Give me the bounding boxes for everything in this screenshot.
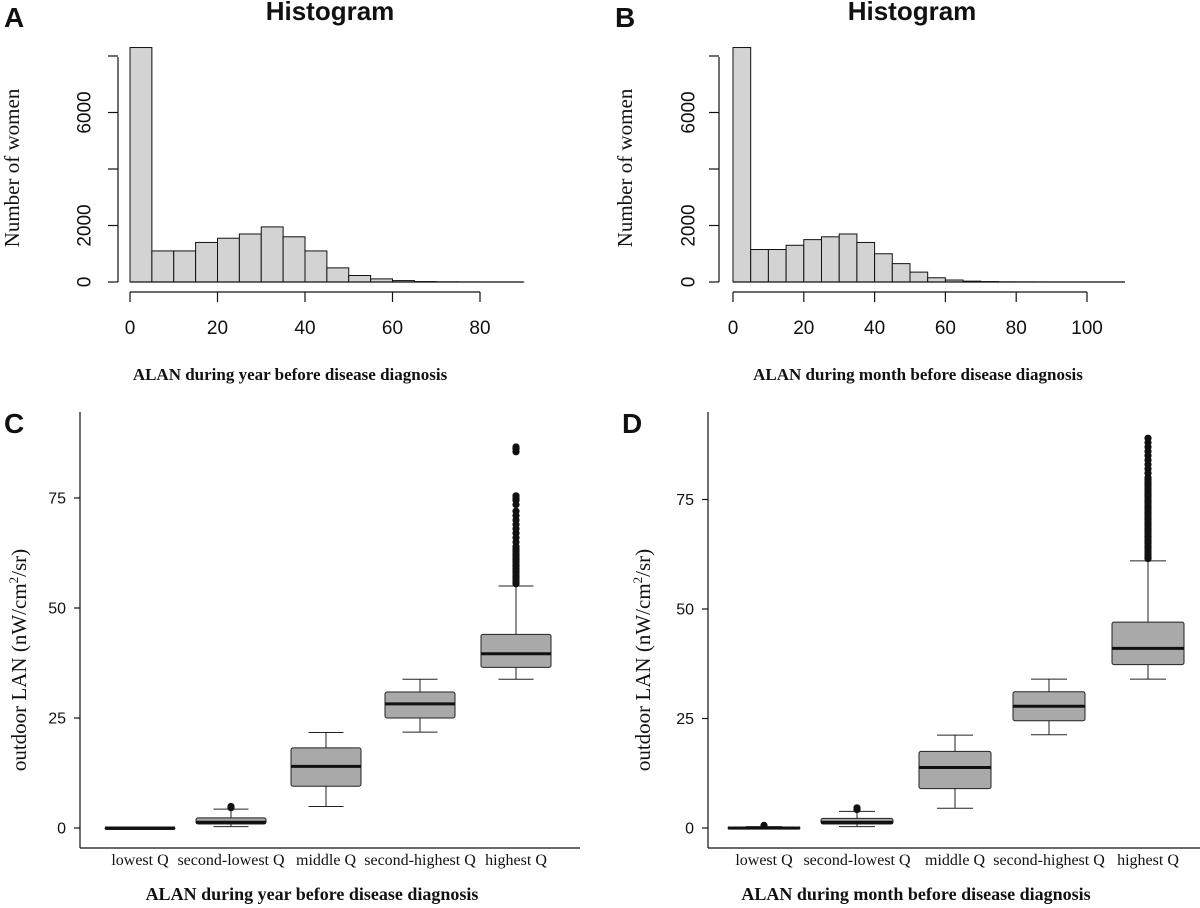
category-label: middle Q [296, 852, 356, 869]
outlier-point [853, 804, 861, 812]
category-label: second-lowest Q [177, 852, 285, 869]
x-tick-label: 20 [793, 318, 814, 339]
y-axis-label-d-main: outdoor LAN [631, 652, 655, 771]
histogram-bar [803, 239, 822, 283]
x-tick-label: 40 [864, 318, 885, 339]
panel-letter-a: A [4, 2, 24, 33]
category-label: highest Q [1117, 852, 1179, 869]
y-axis-label-d-units-end: /sr) [631, 549, 655, 577]
x-tick-label: 0 [125, 318, 136, 339]
category-label: middle Q [925, 852, 985, 869]
outlier-point [512, 443, 520, 451]
y-tick-label: 50 [48, 601, 66, 618]
y-tick-label: 0 [75, 277, 96, 288]
panel-letter-d: D [622, 408, 642, 439]
boxplot-panel-d: 0 25 50 75 lowest Q second-lowest Q middle Q se… [676, 412, 1200, 869]
histogram-bar [238, 233, 262, 283]
box-iqr [1111, 621, 1185, 666]
x-tick-label: 80 [469, 318, 490, 339]
histogram-bar [891, 263, 911, 283]
y-tick-label: 0 [685, 821, 694, 838]
histogram-title-b: Histogram [848, 0, 977, 26]
y-tick-label: 6000 [679, 91, 700, 133]
y-tick-label: 75 [48, 491, 66, 508]
y-axis-label-a: Number of women [0, 88, 24, 247]
histogram-bar [909, 271, 929, 283]
y-axis-label-c-units-end: /sr) [7, 549, 31, 577]
histogram-bar [304, 250, 328, 283]
histogram-bar [785, 244, 805, 283]
y-tick-label: 0 [57, 821, 66, 838]
histogram-bar [856, 241, 876, 283]
y-axis-label-c: outdoor LAN (nW/cm2/sr) [6, 549, 31, 771]
histogram-bar [874, 253, 893, 283]
x-axis-label-a: ALAN during year before disease diagnosi… [133, 365, 448, 384]
x-tick-label: 20 [207, 318, 228, 339]
histogram-bar [173, 250, 197, 283]
histogram-bar [821, 236, 840, 283]
x-tick-label: 80 [1006, 318, 1027, 339]
y-tick-label: 75 [676, 492, 694, 509]
y-axis-label-c-units: (nW/cm [7, 583, 31, 652]
category-label: second-highest Q [364, 852, 476, 869]
histogram-bar [750, 249, 769, 283]
outlier-point [227, 802, 235, 811]
y-axis-label-d-sup: 2 [630, 577, 645, 584]
x-axis-label-d: ALAN during month before disease diagnos… [741, 884, 1090, 904]
outlier-point [512, 507, 520, 515]
y-axis-label-c-main: outdoor LAN [7, 652, 31, 771]
category-label: second-lowest Q [803, 852, 911, 869]
histogram-bar [767, 249, 787, 283]
y-axis-label-b: Number of women [613, 88, 637, 247]
category-label: lowest Q [111, 852, 169, 869]
y-tick-label: 2000 [75, 204, 96, 246]
y-tick-label: 2000 [679, 204, 700, 246]
histogram-bar [260, 226, 284, 283]
histogram-bar [732, 47, 752, 283]
outlier-point [512, 492, 520, 500]
x-axis-label-c: ALAN during year before disease diagnosi… [146, 884, 479, 904]
category-label: second-highest Q [993, 852, 1105, 869]
x-tick-label: 60 [935, 318, 956, 339]
histogram-bar [217, 237, 240, 283]
y-tick-label: 25 [676, 711, 694, 728]
outlier-point [760, 821, 768, 829]
histogram-bar [195, 241, 218, 283]
category-label: lowest Q [735, 852, 793, 869]
histogram-title-a: Histogram [266, 0, 395, 26]
y-tick-label: 50 [676, 602, 694, 619]
box-iqr [480, 633, 552, 668]
y-tick-label: 0 [679, 277, 700, 288]
histogram-panel-b: 0 20 40 60 80 100 0 2000 6000 [679, 47, 1125, 339]
histogram-bar [348, 275, 372, 283]
histogram-bar [129, 47, 153, 283]
histogram-bar [927, 277, 946, 283]
y-tick-label: 25 [48, 711, 66, 728]
x-axis-label-b: ALAN during month before disease diagnos… [753, 365, 1083, 384]
x-tick-label: 0 [728, 318, 739, 339]
histogram-panel-a: 0 20 40 60 80 0 2000 6000 [75, 47, 525, 339]
histogram-bar [151, 250, 175, 283]
x-tick-label: 100 [1071, 318, 1103, 339]
outlier-point [1144, 434, 1152, 442]
x-tick-label: 40 [294, 318, 315, 339]
histogram-bar [326, 267, 350, 283]
y-tick-label: 6000 [75, 91, 96, 133]
y-axis-label-d-units: (nW/cm [631, 583, 655, 652]
histogram-bar [282, 236, 306, 283]
histogram-bar [838, 233, 858, 283]
panel-letter-c: C [4, 408, 24, 439]
y-axis-label-d: outdoor LAN (nW/cm2/sr) [630, 549, 655, 771]
x-tick-label: 60 [382, 318, 403, 339]
boxplot-panel-c: 0 25 50 75 lowest Q second-lowest Q middle Q se… [48, 412, 580, 869]
category-label: highest Q [485, 852, 547, 869]
box-iqr [918, 750, 992, 790]
panel-letter-b: B [615, 2, 635, 33]
y-axis-label-c-sup: 2 [6, 577, 21, 584]
